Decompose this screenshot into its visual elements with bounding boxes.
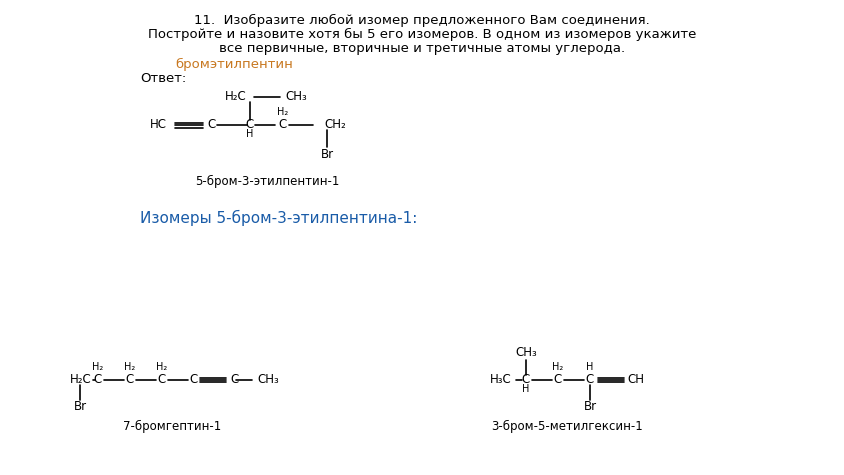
- Text: CH₂: CH₂: [323, 118, 345, 132]
- Text: C: C: [279, 118, 287, 132]
- Text: Постройте и назовите хотя бы 5 его изомеров. В одном из изомеров укажите: Постройте и назовите хотя бы 5 его изоме…: [148, 28, 695, 41]
- Text: C: C: [230, 373, 238, 387]
- Text: H: H: [586, 362, 593, 372]
- Text: H₂: H₂: [156, 362, 167, 372]
- Text: 7-бромгептин-1: 7-бромгептин-1: [122, 420, 221, 433]
- Text: C: C: [126, 373, 134, 387]
- Text: Br: Br: [582, 400, 596, 414]
- Text: все первичные, вторичные и третичные атомы углерода.: все первичные, вторичные и третичные ато…: [219, 42, 625, 55]
- Text: H₂C: H₂C: [225, 91, 246, 104]
- Text: Ответ:: Ответ:: [140, 72, 186, 85]
- Text: H₂: H₂: [92, 362, 104, 372]
- Text: C: C: [246, 118, 254, 132]
- Text: Br: Br: [320, 149, 333, 162]
- Text: CH: CH: [626, 373, 643, 387]
- Text: H₃C: H₃C: [490, 373, 511, 387]
- Text: C: C: [158, 373, 166, 387]
- Text: H₂C: H₂C: [70, 373, 92, 387]
- Text: H₂: H₂: [552, 362, 563, 372]
- Text: 5-бром-3-этилпентин-1: 5-бром-3-этилпентин-1: [195, 175, 338, 188]
- Text: CH₃: CH₃: [284, 91, 306, 104]
- Text: CH₃: CH₃: [257, 373, 279, 387]
- Text: H: H: [522, 384, 529, 394]
- Text: H₂: H₂: [277, 107, 289, 117]
- Text: H: H: [246, 129, 253, 139]
- Text: C: C: [94, 373, 102, 387]
- Text: C: C: [190, 373, 197, 387]
- Text: HC: HC: [150, 118, 167, 132]
- Text: бромэтилпентин: бромэтилпентин: [175, 58, 293, 71]
- Text: 3-бром-5-метилгексин-1: 3-бром-5-метилгексин-1: [490, 420, 642, 433]
- Text: C: C: [553, 373, 561, 387]
- Text: C: C: [585, 373, 593, 387]
- Text: C: C: [522, 373, 529, 387]
- Text: CH₃: CH₃: [515, 346, 536, 360]
- Text: C: C: [207, 118, 215, 132]
- Text: Изомеры 5-бром-3-этилпентина-1:: Изомеры 5-бром-3-этилпентина-1:: [140, 210, 417, 226]
- Text: H₂: H₂: [124, 362, 136, 372]
- Text: 11.  Изобразите любой изомер предложенного Вам соединения.: 11. Изобразите любой изомер предложенног…: [194, 14, 649, 27]
- Text: Br: Br: [73, 400, 86, 414]
